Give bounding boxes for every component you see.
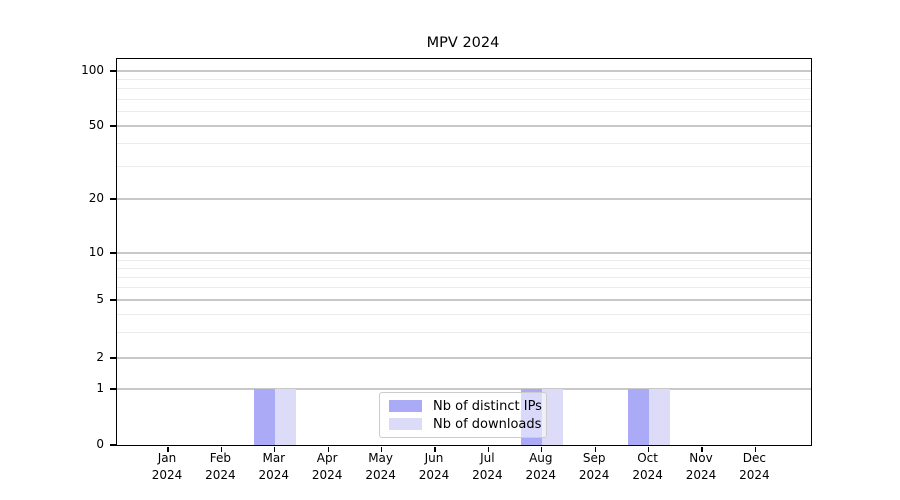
x-tick-mark (594, 446, 596, 453)
gridline-major (117, 388, 811, 390)
x-tick-label-line: 2024 (311, 467, 343, 482)
x-tick-label-line: 2024 (365, 467, 396, 482)
y-tick-label: 10 (88, 245, 104, 259)
x-tick-label-line: Mar (262, 451, 286, 465)
gridline-major (117, 299, 811, 301)
x-tick-label-line: Jul (480, 451, 495, 465)
y-tick-mark (110, 70, 116, 72)
x-tick-mark (327, 446, 329, 453)
gridline-minor (117, 313, 811, 315)
x-tick-label-line: 2024 (151, 467, 183, 482)
gridline-minor (117, 287, 811, 289)
bar-downloads (541, 389, 563, 445)
x-tick-label: Sep 2024 (562, 450, 626, 483)
legend-row: Nb of distinct IPs (389, 399, 542, 414)
x-tick-mark (274, 446, 276, 453)
y-tick-mark (110, 299, 116, 301)
y-tick-label: 2 (96, 350, 104, 364)
x-tick-mark (167, 446, 169, 453)
x-tick-label-line: Feb (209, 451, 232, 465)
chart-title: MPV 2024 (426, 35, 500, 51)
bar-distinct-ips (253, 389, 275, 445)
y-tick-mark (110, 198, 116, 200)
y-tick-label: 20 (88, 191, 104, 205)
legend-row: Nb of downloads (389, 416, 542, 432)
y-tick-label: 1 (96, 381, 104, 395)
gridline-major (117, 198, 811, 200)
x-tick-label: Jan 2024 (135, 450, 199, 483)
x-tick-label-line: Jan (157, 451, 177, 465)
x-tick-label-line: 2024 (258, 467, 290, 482)
y-tick-mark (110, 444, 116, 446)
y-tick-mark (110, 125, 116, 127)
gridline-minor (117, 166, 811, 168)
bar-distinct-ips (627, 389, 649, 445)
x-tick-label: Apr 2024 (295, 450, 359, 483)
x-tick-label: Nov 2024 (669, 450, 733, 483)
x-tick-label-line: Jun (424, 451, 444, 465)
x-tick-label: Jul 2024 (455, 450, 519, 483)
x-tick-label-line: 2024 (205, 467, 236, 482)
gridline-major (117, 252, 811, 254)
gridline-major (117, 357, 811, 359)
gridline-major (117, 70, 811, 72)
y-tick-mark (110, 252, 116, 254)
plot-area (110, 58, 812, 453)
x-tick-label-line: 2024 (472, 467, 503, 482)
gridline-minor (117, 78, 811, 80)
gridline-minor (117, 331, 811, 333)
gridline-minor (117, 143, 811, 145)
x-tick-mark (647, 446, 650, 453)
x-tick-mark (380, 446, 383, 453)
y-tick-label: 0 (96, 437, 104, 451)
x-tick-label-line: 2024 (418, 467, 450, 482)
bar-downloads (648, 389, 670, 445)
legend-swatch (389, 418, 422, 430)
gridline-minor (117, 276, 811, 278)
x-tick-label-line: Sep (582, 451, 606, 465)
legend: Nb of distinct IPs Nb of downloads (379, 392, 547, 438)
x-tick-label-line: Oct (637, 451, 658, 465)
x-tick-mark (541, 446, 543, 453)
x-tick-label-line: Apr (316, 451, 338, 465)
x-tick-label-line: 2024 (578, 467, 610, 482)
x-tick-label: May 2024 (349, 450, 413, 483)
x-tick-label-line: 2024 (685, 467, 717, 482)
gridline-minor (117, 111, 811, 113)
legend-swatch (389, 400, 422, 412)
y-tick-label: 5 (96, 292, 104, 306)
x-tick-label: Dec 2024 (722, 450, 786, 483)
bar-downloads (274, 389, 296, 445)
x-tick-label-line: Dec (742, 451, 766, 465)
x-tick-label-line: 2024 (525, 467, 557, 482)
gridline-minor (117, 259, 811, 261)
x-tick-label: Oct 2024 (616, 450, 680, 483)
y-tick-mark (110, 388, 116, 390)
y-tick-label: 50 (88, 118, 104, 132)
x-tick-label-line: 2024 (632, 467, 663, 482)
x-tick-mark (754, 446, 757, 453)
legend-label: Nb of downloads (433, 416, 542, 432)
gridline-minor (117, 98, 811, 100)
x-tick-label: Feb 2024 (188, 450, 252, 483)
x-tick-mark (434, 446, 436, 453)
x-tick-label-line: Nov (689, 451, 713, 465)
x-tick-label-line: May (368, 451, 393, 465)
x-tick-label-line: Aug (529, 451, 553, 465)
x-tick-label-line: 2024 (739, 467, 770, 482)
x-tick-label: Mar 2024 (242, 450, 306, 483)
x-tick-label: Jun 2024 (402, 450, 466, 483)
y-tick-label: 100 (81, 63, 104, 77)
legend-label: Nb of distinct IPs (433, 398, 542, 414)
x-tick-label: Aug 2024 (509, 450, 573, 483)
x-tick-mark (487, 446, 490, 453)
x-tick-mark (701, 446, 703, 453)
x-tick-mark (220, 446, 223, 453)
gridline-minor (117, 267, 811, 269)
gridline-major (117, 125, 811, 127)
y-tick-mark (110, 357, 116, 359)
gridline-minor (117, 88, 811, 90)
